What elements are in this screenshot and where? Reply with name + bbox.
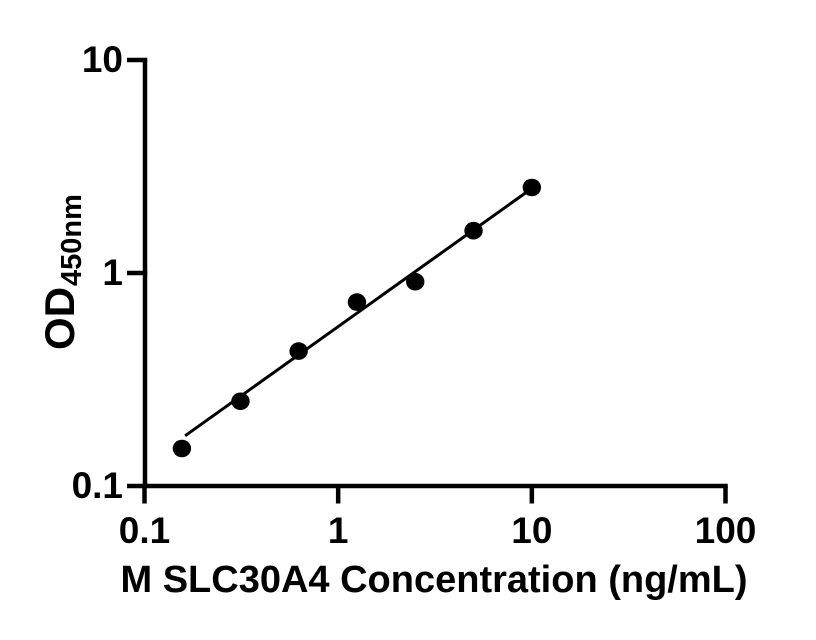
data-point <box>289 342 308 360</box>
data-point <box>464 221 483 240</box>
data-point <box>347 293 367 311</box>
y-axis-label-main: OD <box>36 286 83 350</box>
data-point <box>172 439 192 458</box>
x-tick-label: 100 <box>694 510 757 551</box>
x-tick-label: 0.1 <box>118 510 171 551</box>
data-point <box>522 178 542 197</box>
x-tick-label: 1 <box>327 510 349 551</box>
x-axis-title: M SLC30A4 Concentration (ng/mL) <box>120 559 748 601</box>
x-tick-label: 10 <box>511 510 553 551</box>
y-tick-label: 10 <box>81 39 123 80</box>
data-point <box>231 392 250 411</box>
y-tick-label: 0.1 <box>71 465 123 506</box>
y-tick-label: 1 <box>102 252 123 293</box>
data-point <box>406 272 425 291</box>
